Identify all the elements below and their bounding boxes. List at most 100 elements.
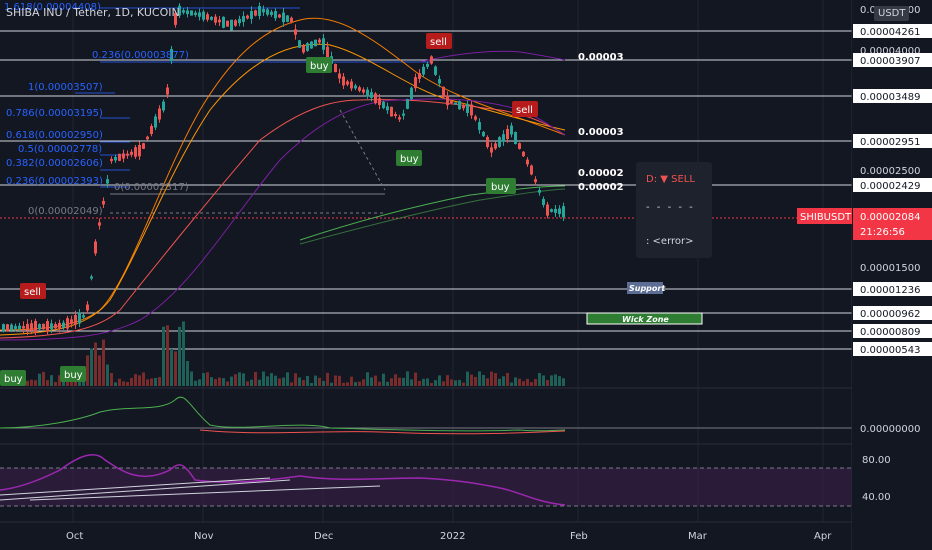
candle-body	[294, 29, 297, 35]
volume-bar	[86, 355, 89, 386]
countdown-label: 21:26:56	[860, 227, 905, 238]
candle-body	[506, 128, 509, 140]
volume-series	[2, 321, 565, 386]
volume-bar	[234, 374, 237, 386]
y-label: 0.00001500	[860, 263, 920, 274]
x-tick-label: Nov	[194, 531, 214, 542]
volume-bar	[130, 378, 133, 386]
candle-body	[90, 276, 93, 279]
volume-bar	[490, 371, 493, 386]
candle-body	[254, 10, 257, 16]
volume-bar	[270, 373, 273, 386]
candle-body	[34, 320, 37, 333]
volume-bar	[206, 372, 209, 386]
volume-bar	[298, 377, 301, 386]
candle-body	[42, 323, 45, 330]
volume-bar	[138, 375, 141, 386]
candle-body	[414, 77, 417, 89]
candle-body	[326, 46, 329, 58]
candle-body	[6, 324, 9, 332]
volume-bar	[418, 380, 421, 386]
currency-badge[interactable]: USDT	[874, 6, 910, 21]
volume-bar	[98, 355, 101, 386]
candle-body	[450, 100, 453, 104]
x-tick-label: Apr	[814, 531, 832, 542]
candle-body	[502, 134, 505, 142]
volume-bar	[242, 373, 245, 386]
candle-body	[122, 153, 125, 159]
candle-body	[142, 143, 145, 149]
candle-body	[358, 87, 361, 91]
volume-bar	[122, 381, 125, 386]
volume-bar	[446, 375, 449, 386]
oscillator-label: 0.00000000	[860, 424, 920, 435]
y-label: 0.00002951	[860, 137, 920, 148]
volume-bar	[118, 378, 121, 386]
volume-bar	[318, 377, 321, 386]
candle-body	[386, 106, 389, 111]
candle-body	[366, 89, 369, 97]
volume-bar	[174, 351, 177, 386]
symbol-label: SHIBUSDT	[800, 212, 852, 223]
volume-bar	[498, 378, 501, 386]
line-end-label: 0.00003	[578, 52, 624, 63]
chart-title: SHIBA INU / Tether, 1D, KUCOIN	[6, 6, 180, 19]
candle-body	[98, 222, 101, 226]
candle-body	[26, 323, 29, 331]
candle-body	[378, 98, 381, 105]
candle-body	[470, 104, 473, 116]
volume-bar	[182, 321, 185, 386]
volume-bar	[226, 381, 229, 386]
candle-body	[270, 11, 273, 15]
volume-bar	[326, 372, 329, 386]
volume-bar	[214, 379, 217, 386]
volume-bar	[542, 375, 545, 386]
candle-body	[398, 117, 401, 120]
volume-bar	[478, 371, 481, 386]
volume-bar	[406, 371, 409, 386]
x-tick-label: Mar	[688, 531, 708, 542]
volume-bar	[90, 348, 93, 386]
support-zone-label: Support	[629, 284, 666, 293]
candle-body	[30, 323, 33, 331]
volume-bar	[450, 379, 453, 386]
volume-bar	[558, 376, 561, 386]
volume-bar	[550, 375, 553, 386]
volume-bar	[466, 371, 469, 386]
volume-bar	[286, 372, 289, 386]
volume-bar	[486, 378, 489, 386]
volume-bar	[410, 379, 413, 386]
volume-bar	[254, 371, 257, 386]
volume-bar	[126, 381, 129, 386]
candle-body	[438, 79, 441, 84]
y-label: 0.00000809	[860, 327, 920, 338]
rsi-label-40: 40.00	[862, 492, 891, 503]
candle-body	[430, 56, 433, 64]
volume-bar	[434, 380, 437, 386]
volume-bar	[30, 379, 33, 386]
volume-bar	[42, 371, 45, 386]
candle-body	[498, 137, 501, 147]
candle-body	[2, 324, 5, 332]
volume-bar	[430, 382, 433, 386]
candle-body	[22, 326, 25, 329]
volume-bar	[246, 381, 249, 386]
volume-bar	[494, 373, 497, 386]
volume-bar	[106, 364, 109, 386]
candle-body	[538, 189, 541, 193]
candle-body	[206, 14, 209, 20]
volume-bar	[266, 376, 269, 386]
candle-body	[346, 81, 349, 85]
volume-bar	[282, 377, 285, 386]
candle-body	[274, 11, 277, 19]
candle-body	[418, 73, 421, 79]
candle-body	[106, 179, 109, 184]
x-tick-label: Feb	[570, 531, 588, 542]
wick-zone-label: Wick Zone	[622, 315, 669, 324]
volume-bar	[26, 380, 29, 386]
candle-body	[130, 151, 133, 155]
candle-body	[490, 147, 493, 153]
candle-body	[18, 325, 21, 330]
volume-bar	[510, 382, 513, 386]
